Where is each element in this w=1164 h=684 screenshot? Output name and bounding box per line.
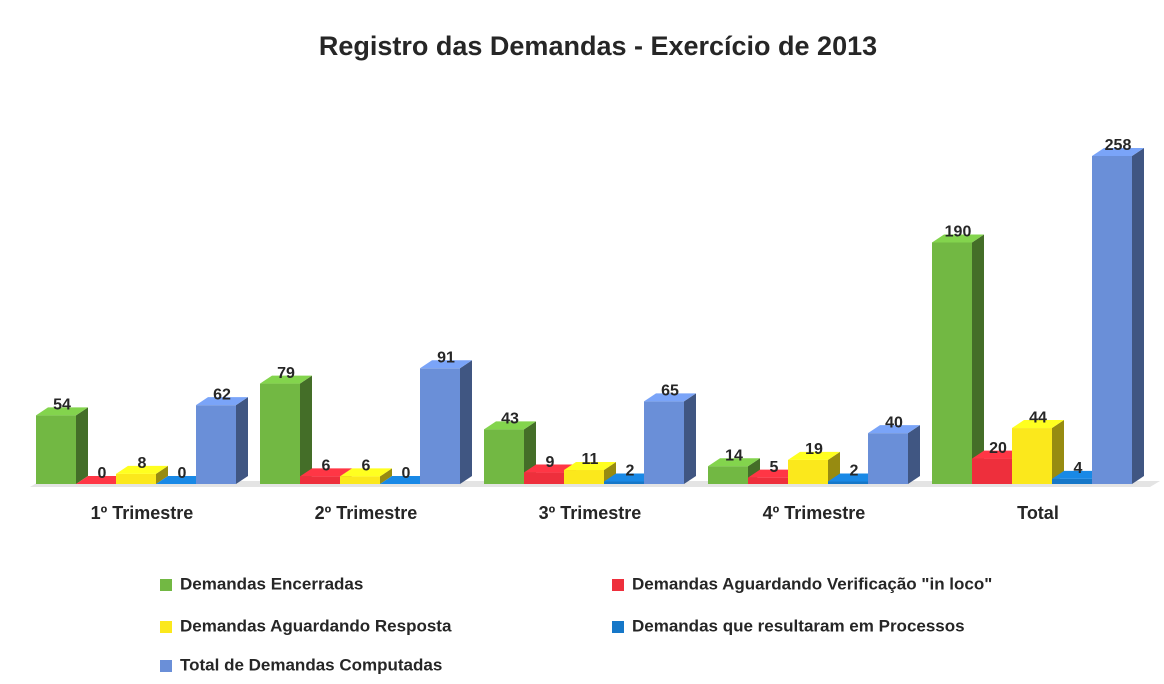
data-label: 14 xyxy=(725,447,743,464)
bar xyxy=(156,476,208,484)
legend-swatch xyxy=(612,579,624,591)
data-label: 9 xyxy=(546,454,555,471)
bar xyxy=(340,468,392,484)
data-label: 65 xyxy=(661,383,679,400)
bar xyxy=(76,476,128,484)
data-label: 6 xyxy=(322,458,331,475)
legend-swatch xyxy=(160,579,172,591)
data-label: 91 xyxy=(437,350,455,367)
bar xyxy=(788,451,840,484)
data-label: 44 xyxy=(1029,409,1047,426)
data-label: 40 xyxy=(885,414,903,431)
data-label: 54 xyxy=(53,397,71,414)
data-label: 20 xyxy=(989,440,1007,457)
data-label: 2 xyxy=(850,463,859,480)
data-label: 6 xyxy=(362,458,371,475)
bar xyxy=(380,476,432,484)
data-label: 5 xyxy=(770,459,779,476)
bar xyxy=(868,425,920,484)
bar xyxy=(932,234,984,484)
data-label: 43 xyxy=(501,411,519,428)
legend-label: Demandas Encerradas xyxy=(180,574,363,593)
bar xyxy=(420,360,472,484)
data-label: 8 xyxy=(138,455,147,472)
bar xyxy=(36,407,88,484)
bar xyxy=(1092,148,1144,484)
data-label: 62 xyxy=(213,386,231,403)
bar xyxy=(260,375,312,484)
legend-label: Demandas Aguardando Resposta xyxy=(180,616,452,635)
bar xyxy=(116,465,168,484)
data-label: 4 xyxy=(1074,460,1083,477)
x-tick-label: 2º Trimestre xyxy=(315,503,418,523)
x-tick-label: 4º Trimestre xyxy=(763,503,866,523)
data-label: 190 xyxy=(945,224,972,241)
legend-label: Total de Demandas Computadas xyxy=(180,655,442,674)
bar xyxy=(708,458,760,484)
data-label: 0 xyxy=(402,465,411,482)
bar xyxy=(1012,420,1064,484)
x-tick-label: 1º Trimestre xyxy=(91,503,194,523)
legend-label: Demandas Aguardando Verificação "in loco… xyxy=(632,574,992,593)
bar xyxy=(564,462,616,484)
data-label: 0 xyxy=(178,465,187,482)
bar xyxy=(484,421,536,484)
legend-swatch xyxy=(160,621,172,633)
bar xyxy=(644,393,696,484)
data-label: 19 xyxy=(805,441,823,458)
x-tick-label: Total xyxy=(1017,503,1059,523)
data-label: 11 xyxy=(582,451,599,468)
chart-title: Registro das Demandas - Exercício de 201… xyxy=(319,31,877,61)
data-label: 258 xyxy=(1105,137,1132,154)
data-label: 79 xyxy=(277,365,295,382)
data-label: 0 xyxy=(98,465,107,482)
legend-swatch xyxy=(612,621,624,633)
data-label: 2 xyxy=(626,463,635,480)
legend-label: Demandas que resultaram em Processos xyxy=(632,616,965,635)
bar xyxy=(196,397,248,484)
x-tick-label: 3º Trimestre xyxy=(539,503,642,523)
legend-swatch xyxy=(160,660,172,672)
